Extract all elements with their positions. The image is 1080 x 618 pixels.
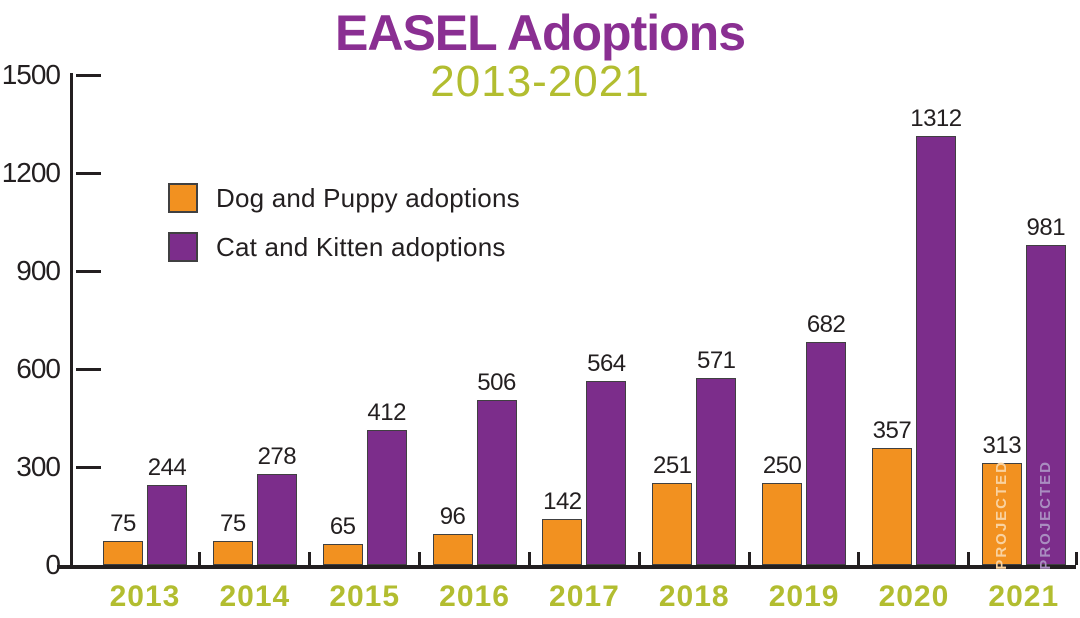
bar-value-dog-2013: 75 [110, 509, 136, 537]
x-axis-label-2018: 2018 [658, 580, 730, 613]
bar-cat-2018 [696, 378, 737, 565]
y-axis-label-300: 300 [16, 451, 61, 482]
x-axis-tick-end [1074, 552, 1078, 565]
bar-value-cat-2013: 244 [147, 454, 187, 482]
chart-title: EASEL Adoptions [335, 5, 746, 61]
legend-label-dog: Dog and Puppy adoptions [216, 183, 520, 213]
x-axis-tick-7 [857, 552, 861, 565]
bar-value-cat-2014: 278 [257, 443, 297, 471]
y-axis-tick-1500 [76, 73, 101, 77]
bar-value-dog-2019: 250 [762, 452, 802, 480]
bar-cat-2014 [256, 474, 297, 565]
bar-value-dog-2016: 96 [439, 502, 466, 530]
x-axis-label-2019: 2019 [768, 580, 840, 613]
x-axis-tick-8 [967, 552, 971, 565]
legend-item-dog: Dog and Puppy adoptions [168, 183, 520, 213]
bar-value-cat-2016: 506 [477, 368, 516, 396]
y-axis-label-1200: 1200 [1, 157, 61, 188]
x-axis-label-2014: 2014 [219, 580, 291, 613]
y-axis-tick-1200 [76, 171, 101, 175]
x-axis-tick-4 [527, 552, 531, 565]
bar-dog-2015 [322, 543, 363, 565]
bar-value-cat-2021: 981 [1026, 213, 1066, 241]
bar-value-cat-2015: 412 [367, 399, 406, 427]
chart-legend: Dog and Puppy adoptions Cat and Kitten a… [168, 183, 520, 281]
projected-annotation-dog: PROJECTED [993, 460, 1011, 570]
bar-value-dog-2014: 75 [219, 509, 246, 537]
x-axis-label-2021: 2021 [988, 580, 1060, 613]
bar-value-dog-2021: 313 [982, 431, 1022, 459]
x-axis-label-2017: 2017 [549, 580, 620, 613]
bar-value-dog-2015: 65 [329, 512, 356, 540]
x-axis-line [57, 565, 1076, 569]
bar-value-cat-2019: 682 [806, 311, 846, 339]
bar-cat-2019 [806, 342, 847, 565]
bar-dog-2013 [103, 540, 143, 565]
bar-cat-2020 [915, 136, 956, 565]
dog-swatch-icon [168, 183, 198, 213]
x-axis-label-2013: 2013 [109, 580, 181, 613]
x-axis-label-2020: 2020 [878, 580, 950, 613]
chart-subtitle: 2013-2021 [430, 57, 650, 106]
bar-dog-2020 [871, 448, 912, 565]
bar-value-dog-2017: 142 [543, 487, 582, 515]
x-axis-label-2015: 2015 [329, 580, 401, 613]
bar-value-dog-2018: 251 [652, 452, 692, 479]
bar-cat-2013 [147, 485, 187, 565]
bar-cat-2015 [366, 430, 407, 565]
x-axis-tick-1 [198, 552, 202, 565]
y-axis-tick-900 [76, 269, 101, 273]
projected-annotation-wrap: PROJECTED [983, 460, 1021, 570]
y-axis-label-600: 600 [16, 353, 61, 384]
bar-cat-2021: PROJECTED [1025, 244, 1066, 570]
cat-swatch-icon [168, 232, 198, 262]
x-axis-label-2016: 2016 [439, 580, 510, 613]
y-axis-label-900: 900 [16, 255, 61, 286]
bar-cat-2016 [476, 399, 517, 565]
bar-value-cat-2020: 1312 [910, 105, 962, 133]
bar-value-cat-2017: 564 [587, 349, 626, 377]
y-axis-label-0: 0 [45, 549, 61, 580]
projected-annotation-cat: PROJECTED [1037, 460, 1055, 570]
bar-dog-2016 [432, 533, 473, 565]
y-axis-tick-300 [76, 465, 101, 469]
y-axis-line [70, 73, 73, 567]
bar-dog-2014 [212, 540, 253, 565]
legend-item-cat: Cat and Kitten adoptions [168, 232, 520, 262]
x-axis-tick-6 [747, 552, 751, 565]
y-axis-label-1500: 1500 [1, 59, 61, 90]
bar-value-dog-2020: 357 [872, 417, 912, 445]
legend-label-cat: Cat and Kitten adoptions [216, 232, 506, 262]
bar-dog-2019 [762, 483, 803, 565]
bar-dog-2018 [652, 483, 693, 565]
bar-dog-2017 [542, 518, 583, 565]
x-axis-tick-5 [637, 552, 641, 565]
bar-value-cat-2018: 571 [696, 347, 736, 375]
projected-annotation-wrap: PROJECTED [1027, 460, 1065, 570]
x-axis-tick-2 [308, 552, 312, 565]
x-axis-tick-3 [418, 552, 422, 565]
bar-dog-2021: PROJECTED [981, 460, 1022, 570]
y-axis-tick-600 [76, 367, 101, 371]
bar-cat-2017 [586, 380, 627, 565]
